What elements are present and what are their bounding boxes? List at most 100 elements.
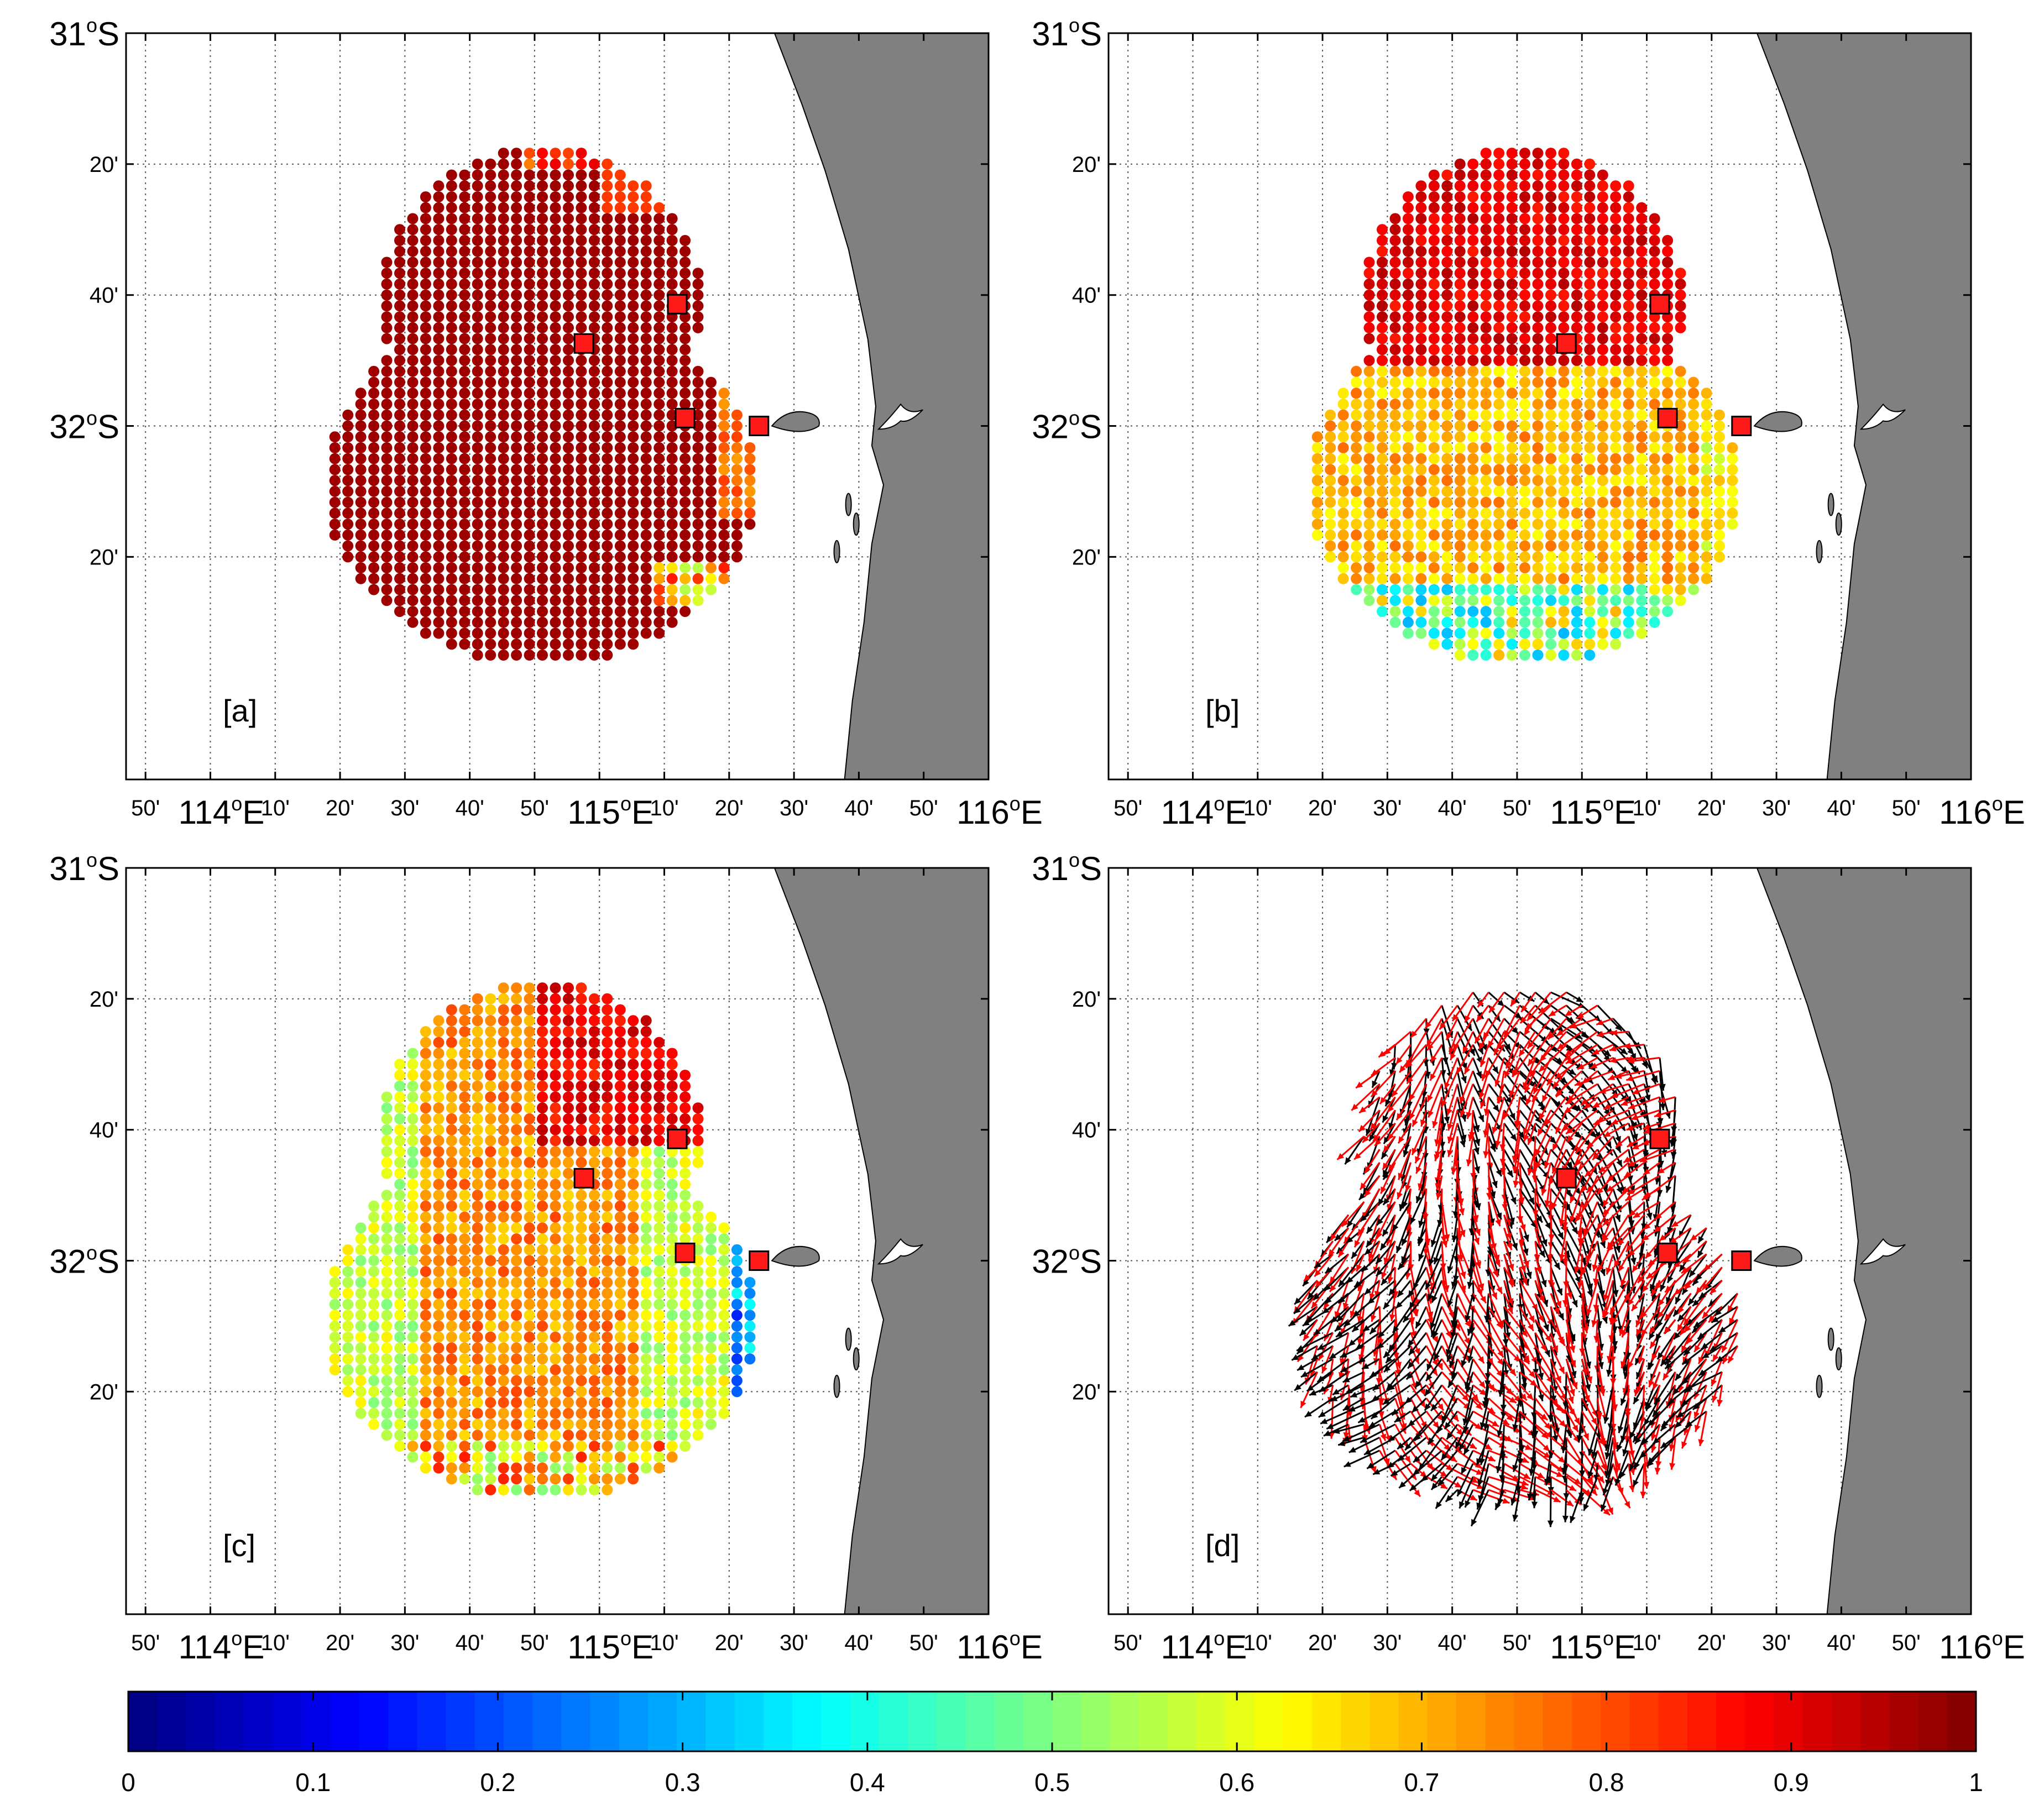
- coherence-dot: [1662, 595, 1674, 606]
- coherence-dot: [433, 278, 445, 290]
- coherence-dot: [1597, 245, 1608, 257]
- coherence-dot: [1337, 475, 1349, 486]
- vector-arrow: [1381, 1241, 1396, 1279]
- coherence-dot: [498, 485, 509, 497]
- coherence-dot: [640, 1113, 652, 1124]
- coherence-dot: [472, 289, 483, 301]
- coherence-dot: [459, 1331, 471, 1343]
- coherence-dot: [485, 1037, 496, 1048]
- coherence-dot: [1454, 376, 1466, 388]
- coherence-dot: [446, 420, 457, 432]
- island: [1753, 1245, 1802, 1267]
- coherence-dot: [459, 562, 471, 574]
- coherence-dot: [1558, 595, 1570, 606]
- coherence-dot: [1649, 453, 1660, 464]
- coherence-dot: [394, 551, 405, 563]
- coherence-dot: [718, 1397, 730, 1409]
- coherence-dot: [1415, 507, 1427, 519]
- coherence-dot: [1701, 496, 1712, 508]
- coherence-dot: [459, 311, 471, 323]
- coherence-dot: [1389, 289, 1401, 301]
- coherence-dot: [705, 1364, 717, 1375]
- coherence-dot: [1428, 257, 1440, 268]
- vector-arrowhead: [1358, 1417, 1366, 1423]
- coherence-dot: [1480, 311, 1492, 323]
- coherence-dot: [472, 1113, 483, 1124]
- coherence-dot: [407, 475, 419, 486]
- coherence-dot: [654, 1462, 665, 1474]
- coherence-dot: [1493, 650, 1505, 661]
- coherence-dot: [550, 551, 561, 563]
- vector-arrowhead: [1398, 1262, 1405, 1270]
- coherence-dot: [588, 529, 600, 541]
- coherence-dot: [628, 1331, 639, 1343]
- coherence-dot: [640, 1091, 652, 1103]
- coherence-dot: [576, 311, 587, 323]
- coherence-dot: [329, 485, 341, 497]
- coherence-dot: [1480, 257, 1492, 268]
- coherence-dot: [433, 300, 445, 312]
- coherence-dot: [1545, 180, 1556, 192]
- coherence-dot: [1649, 268, 1660, 279]
- coherence-dot: [666, 278, 678, 290]
- coherence-dot: [1571, 431, 1582, 443]
- coherence-dot: [1454, 584, 1466, 595]
- coherence-dot: [614, 1037, 626, 1048]
- coherence-dot: [1597, 595, 1608, 606]
- coherence-dot: [407, 333, 419, 344]
- coherence-dot: [1480, 158, 1492, 170]
- vector-arrowhead: [1405, 1184, 1411, 1192]
- coherence-dot: [485, 650, 496, 661]
- vector-arrowhead: [1294, 1297, 1301, 1305]
- coherence-dot: [1415, 344, 1427, 355]
- coherence-dot: [420, 562, 431, 574]
- coherence-dot: [1506, 442, 1518, 453]
- coherence-dot: [1532, 562, 1544, 574]
- coherence-dot: [394, 485, 405, 497]
- coherence-dot: [1532, 431, 1544, 443]
- coherence-dot: [1363, 573, 1375, 584]
- coherence-dot: [1480, 245, 1492, 257]
- coherence-dot: [537, 431, 548, 443]
- coherence-dot: [705, 420, 717, 432]
- coherence-dot: [679, 606, 691, 617]
- coherence-dot: [679, 1299, 691, 1310]
- coherence-dot: [666, 1310, 678, 1321]
- coherence-dot: [459, 1190, 471, 1201]
- coherence-dot: [550, 1451, 561, 1463]
- coherence-dot: [511, 638, 522, 650]
- lon-minute-label: 20': [1697, 796, 1726, 820]
- coherence-dot: [1688, 485, 1699, 497]
- coherence-dot: [731, 1310, 743, 1321]
- coherence-dot: [498, 1146, 509, 1158]
- coherence-dot: [511, 982, 522, 994]
- coherence-dot: [472, 1419, 483, 1430]
- coherence-dot: [459, 1080, 471, 1092]
- coherence-dot: [446, 475, 457, 486]
- coherence-dot: [1519, 420, 1530, 432]
- coherence-dot: [666, 322, 678, 333]
- coherence-dot: [640, 355, 652, 367]
- coherence-dot: [614, 1473, 626, 1485]
- coherence-dot: [1493, 409, 1505, 421]
- coherence-dot: [1610, 289, 1622, 301]
- coherence-dot: [498, 1375, 509, 1386]
- coherence-dot: [537, 1320, 548, 1332]
- coherence-dot: [420, 584, 431, 595]
- coherence-dot: [1584, 551, 1596, 563]
- coherence-dot: [485, 606, 496, 617]
- vector-arrowhead: [1456, 1428, 1463, 1436]
- lat-minute-label: 20': [1072, 545, 1101, 569]
- coherence-dot: [614, 376, 626, 388]
- coherence-dot: [1558, 322, 1570, 333]
- coherence-dot: [420, 1146, 431, 1158]
- vector-arrowhead: [1380, 1097, 1387, 1104]
- coherence-dot: [433, 485, 445, 497]
- coherence-dot: [628, 1059, 639, 1070]
- land-coastline: [773, 868, 989, 1614]
- coherence-dot: [576, 573, 587, 584]
- coherence-dot: [342, 529, 354, 541]
- coherence-dot: [1506, 355, 1518, 367]
- vector-arrowhead: [1432, 1336, 1438, 1343]
- coherence-dot: [511, 1320, 522, 1332]
